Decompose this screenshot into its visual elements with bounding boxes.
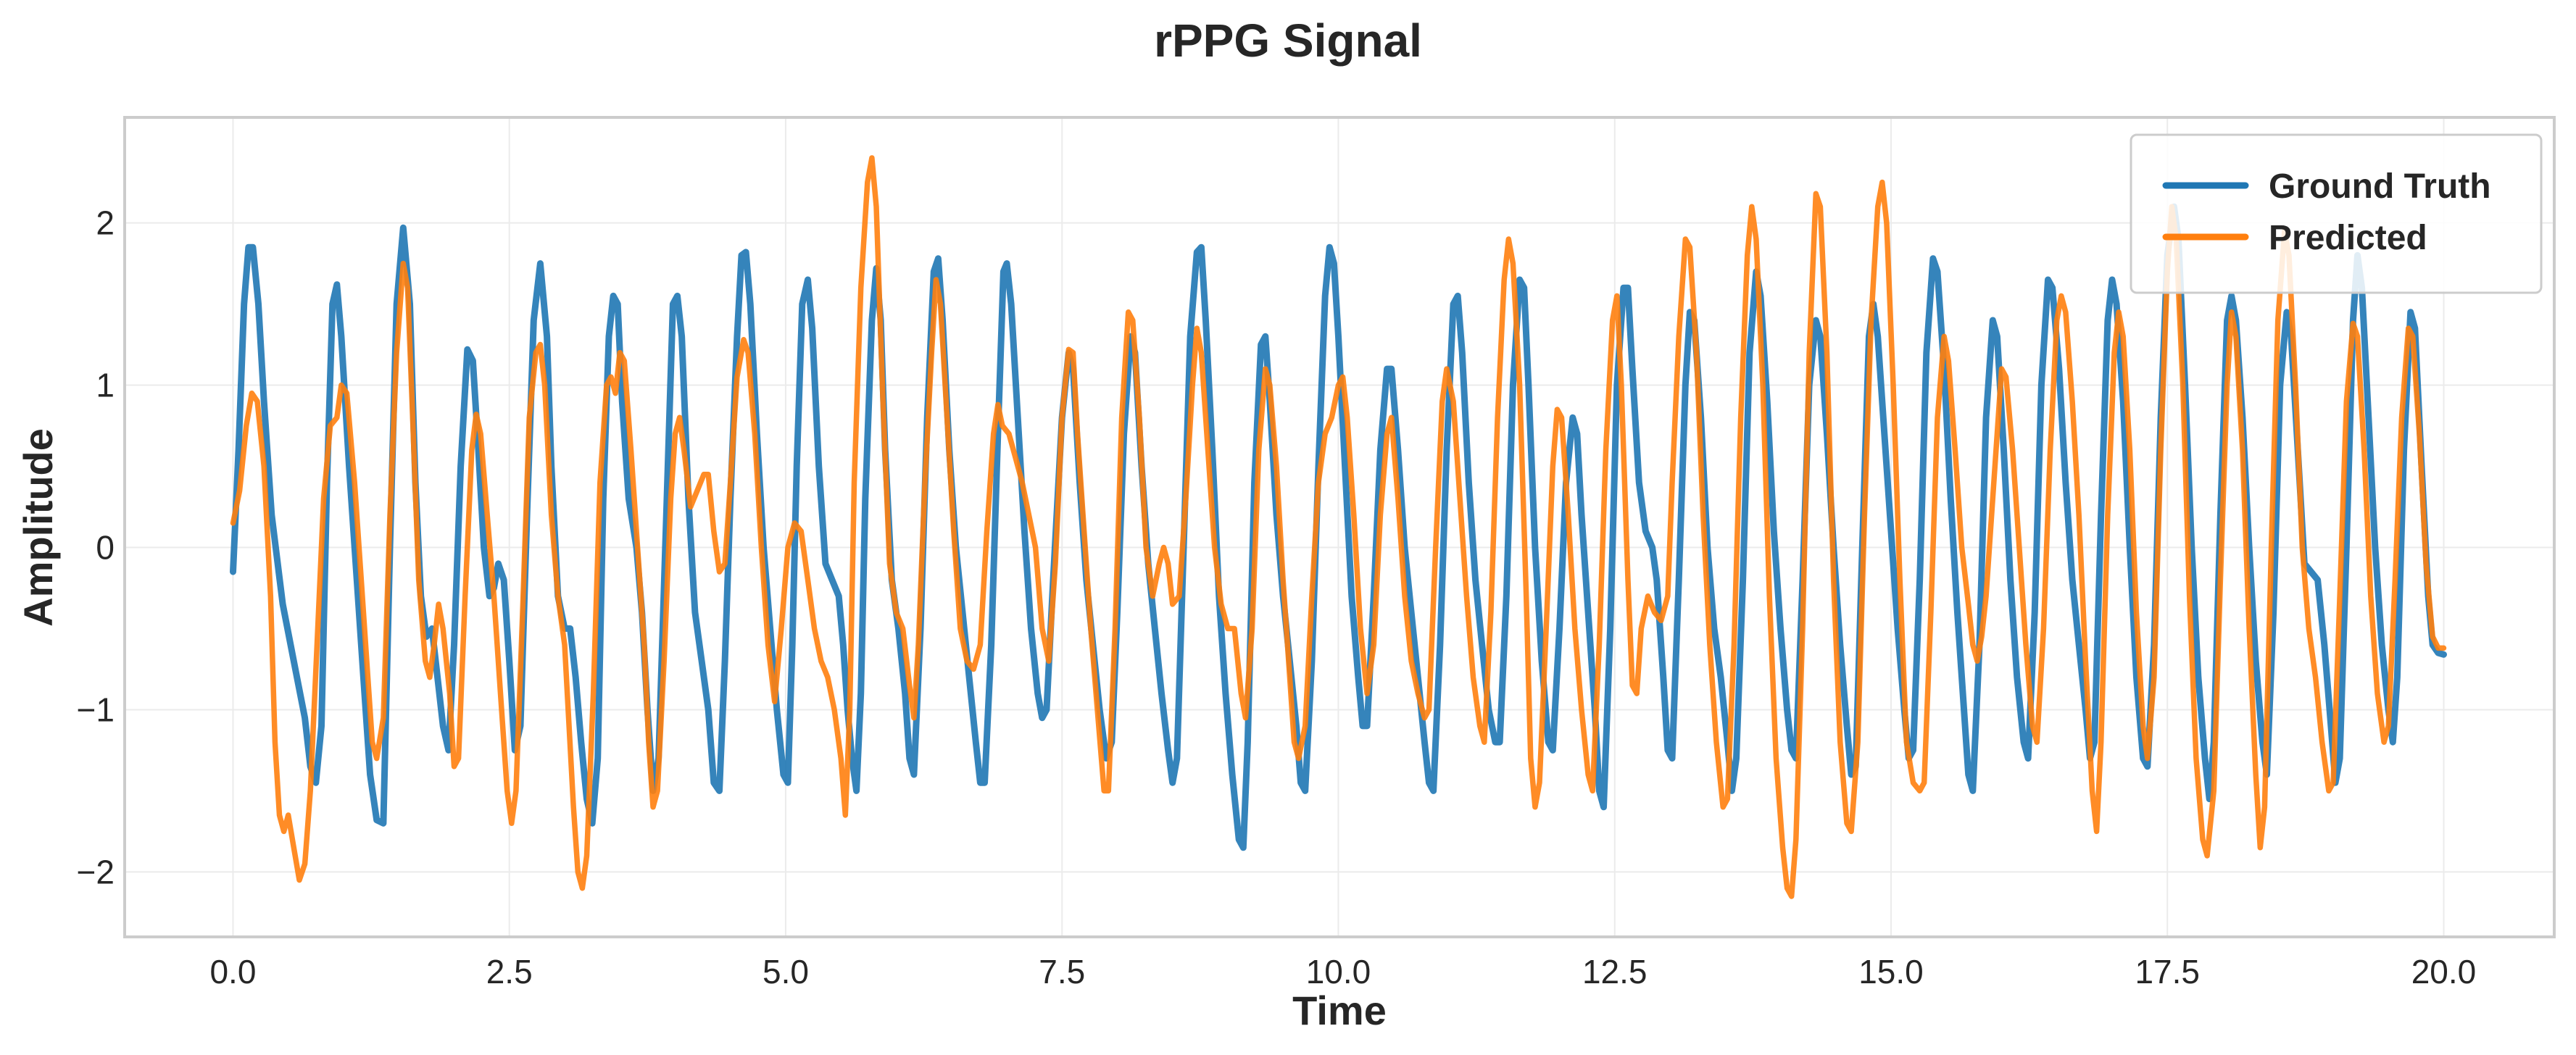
series-line-ground-truth	[230, 203, 2447, 851]
legend-label-ground-truth: Ground Truth	[2269, 167, 2491, 206]
x-axis-ticks: 0.0 2.5 5.0 7.5 10.0 12.5 15.0 17.5 20.0	[209, 953, 2476, 991]
legend: Ground Truth Predicted	[2130, 133, 2543, 294]
y-tick-label: 2	[96, 204, 115, 242]
y-tick-label: −1	[77, 691, 115, 728]
x-tick-label: 10.0	[1306, 953, 1371, 991]
legend-label-predicted: Predicted	[2269, 219, 2427, 257]
x-tick-label: 7.5	[1039, 953, 1085, 991]
y-tick-label: 0	[96, 528, 115, 566]
y-axis-ticks: −2 −1 0 1 2	[77, 204, 115, 891]
y-tick-label: −2	[77, 853, 115, 891]
legend-box	[2130, 133, 2543, 294]
plot-area	[230, 155, 2447, 899]
x-tick-label: 12.5	[1582, 953, 1648, 991]
x-tick-label: 5.0	[763, 953, 809, 991]
x-tick-label: 0.0	[209, 953, 256, 991]
y-tick-label: 1	[96, 367, 115, 404]
chart-title: rPPG Signal	[1154, 14, 1422, 67]
x-axis-label: Time	[1292, 988, 1387, 1033]
x-tick-label: 17.5	[2135, 953, 2200, 991]
x-tick-label: 15.0	[1858, 953, 1924, 991]
plot-frame	[123, 116, 2556, 938]
series-line-predicted	[230, 155, 2447, 899]
x-tick-label: 2.5	[486, 953, 533, 991]
y-axis-label: Amplitude	[15, 428, 61, 627]
x-tick-label: 20.0	[2411, 953, 2477, 991]
